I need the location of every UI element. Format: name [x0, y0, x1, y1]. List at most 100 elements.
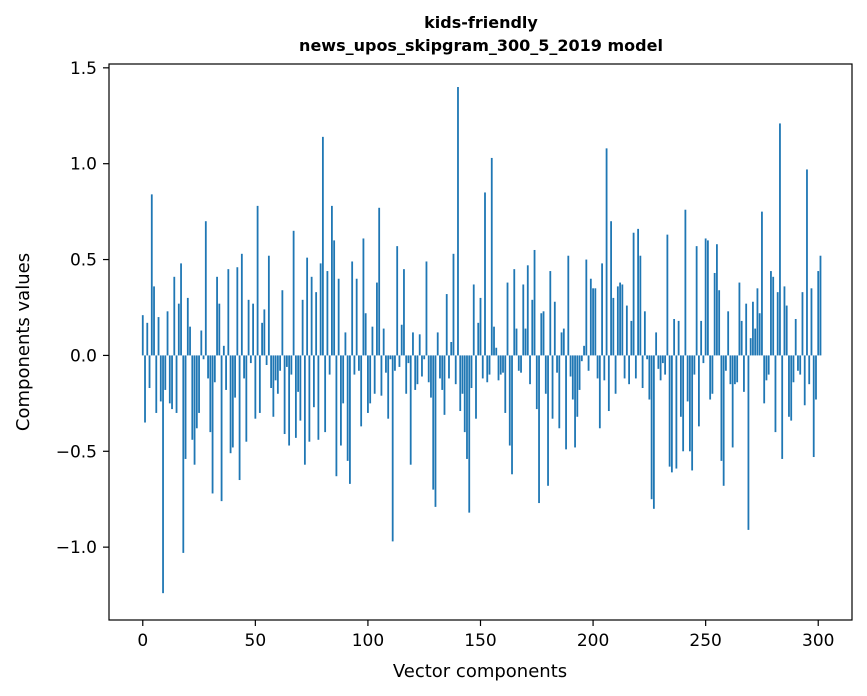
bar-component-213 — [621, 284, 624, 356]
bar-component-217 — [630, 320, 633, 356]
bar-component-26 — [200, 330, 203, 356]
bar-component-119 — [409, 355, 412, 465]
bar-component-287 — [788, 355, 790, 417]
bar-component-32 — [213, 355, 216, 383]
bar-component-232 — [664, 355, 667, 375]
bar-component-100 — [367, 355, 369, 413]
bar-component-267 — [743, 355, 745, 392]
bar-component-205 — [603, 355, 606, 381]
bar-component-198 — [587, 355, 590, 371]
bar-component-6 — [155, 355, 158, 413]
bar-component-33 — [216, 276, 218, 356]
y-axis-ticks: −1.0 −0.5 0.0 0.5 1.0 1.5 — [56, 59, 109, 558]
bar-component-186 — [560, 332, 563, 356]
bar-component-83 — [328, 355, 331, 375]
bar-component-209 — [612, 297, 615, 356]
bar-component-270 — [749, 338, 752, 356]
bar-component-52 — [258, 355, 261, 413]
bar-component-75 — [310, 276, 313, 356]
bar-component-82 — [326, 271, 329, 356]
bar-component-22 — [191, 355, 194, 440]
bar-component-211 — [616, 286, 619, 356]
bar-component-156 — [493, 326, 495, 356]
bar-component-300 — [817, 271, 820, 356]
bar-component-271 — [752, 301, 754, 356]
bar-component-93 — [351, 261, 354, 356]
bar-component-237 — [675, 355, 678, 469]
bar-component-223 — [643, 311, 646, 356]
bar-component-15 — [175, 355, 178, 413]
bar-component-199 — [589, 278, 592, 356]
bar-component-238 — [677, 320, 680, 356]
bar-component-30 — [209, 355, 212, 433]
bar-component-125 — [423, 355, 426, 360]
bar-component-21 — [189, 326, 191, 356]
bar-component-151 — [481, 355, 484, 379]
bar-component-56 — [267, 255, 270, 356]
bar-component-76 — [312, 355, 315, 408]
bar-component-197 — [585, 259, 588, 356]
bar-component-167 — [517, 355, 520, 371]
bar-component-253 — [711, 355, 714, 394]
bar-component-293 — [801, 292, 804, 356]
bar-component-269 — [747, 355, 750, 530]
bar-component-0 — [141, 315, 144, 356]
bar-component-40 — [231, 355, 234, 448]
bar-component-44 — [240, 253, 243, 356]
bar-component-177 — [540, 313, 543, 356]
bar-component-262 — [731, 355, 734, 448]
bar-component-145 — [468, 355, 471, 513]
bar-component-153 — [486, 355, 489, 383]
bar-component-24 — [195, 355, 198, 429]
bar-component-117 — [405, 355, 408, 394]
bar-component-118 — [407, 355, 410, 364]
bar-component-31 — [211, 355, 214, 494]
bar-component-192 — [574, 355, 576, 448]
bar-component-43 — [238, 355, 241, 481]
bar-component-104 — [376, 282, 378, 356]
bar-component-23 — [193, 355, 196, 465]
bar-component-34 — [218, 303, 221, 356]
bar-component-265 — [738, 282, 741, 356]
bar-component-150 — [479, 297, 482, 356]
bar-component-174 — [533, 249, 536, 356]
bar-component-37 — [225, 355, 227, 390]
bar-component-88 — [340, 355, 342, 446]
bar-component-95 — [355, 278, 358, 356]
bar-component-207 — [607, 355, 610, 412]
bar-component-248 — [700, 320, 703, 356]
bar-component-53 — [261, 322, 263, 356]
bar-component-281 — [774, 355, 777, 433]
y-tick-label: −0.5 — [56, 442, 97, 462]
y-axis-label: Components values — [13, 253, 34, 431]
bar-component-285 — [783, 286, 786, 356]
bar-component-228 — [655, 332, 658, 356]
bar-component-92 — [349, 355, 351, 484]
bar-component-194 — [578, 355, 581, 390]
bar-component-163 — [508, 355, 511, 446]
bar-component-103 — [373, 355, 376, 394]
bar-component-42 — [236, 267, 239, 356]
bar-component-69 — [297, 355, 300, 392]
bar-component-72 — [303, 355, 306, 465]
bar-component-111 — [391, 355, 394, 542]
bar-component-48 — [249, 355, 252, 364]
bar-component-291 — [797, 355, 799, 371]
bar-component-289 — [792, 355, 795, 383]
bar-component-162 — [506, 282, 509, 356]
bar-component-142 — [461, 355, 464, 394]
bar-component-2 — [146, 322, 149, 356]
bar-component-164 — [511, 355, 513, 475]
bar-component-134 — [443, 355, 446, 415]
bar-component-87 — [337, 278, 340, 356]
bar-component-116 — [403, 269, 405, 356]
bar-component-208 — [610, 221, 612, 356]
bar-component-107 — [382, 328, 385, 356]
bar-component-126 — [425, 261, 428, 356]
bar-component-257 — [720, 355, 723, 461]
bar-component-290 — [794, 318, 797, 356]
bar-component-219 — [634, 355, 637, 379]
bar-component-136 — [448, 355, 450, 379]
bar-component-14 — [173, 276, 176, 356]
